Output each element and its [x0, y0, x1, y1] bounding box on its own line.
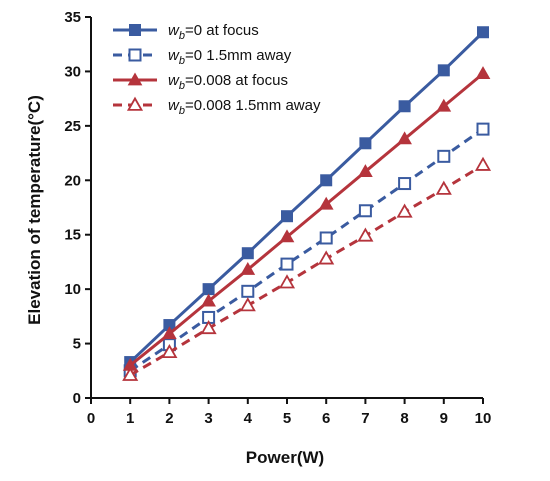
data-point [357, 227, 374, 242]
data-point [318, 250, 335, 265]
data-point [398, 177, 412, 191]
data-point [320, 174, 333, 187]
data-point [397, 131, 412, 145]
x-tick-label: 3 [204, 410, 212, 427]
data-point [281, 210, 293, 223]
y-axis-title: Elevation of temperature(°C) [25, 95, 44, 325]
data-point [318, 196, 334, 210]
series-2 [123, 122, 490, 378]
data-point [319, 231, 333, 245]
data-point [241, 247, 254, 260]
legend-label: wb=0 at focus [168, 22, 259, 42]
legend-label: wb=0.008 1.5mm away [168, 97, 321, 117]
data-point [240, 262, 256, 275]
data-point [437, 149, 451, 163]
data-point [359, 137, 372, 150]
data-point [280, 257, 294, 271]
x-tick-label: 10 [475, 410, 492, 427]
series-layer [122, 26, 492, 381]
legend-label: wb=0 1.5mm away [168, 47, 292, 67]
series-line [129, 163, 484, 377]
y-tick-label: 20 [64, 172, 81, 189]
data-point [279, 229, 295, 243]
legend-item-1: wb=0 at focus [113, 22, 259, 42]
y-tick-label: 35 [64, 9, 81, 26]
legend-marker [126, 96, 144, 111]
x-tick-label: 8 [400, 410, 408, 427]
data-point [239, 297, 256, 312]
x-tick-label: 0 [87, 410, 95, 427]
x-tick-label: 7 [361, 410, 369, 427]
y-tick-label: 25 [64, 118, 81, 135]
legend-marker [129, 24, 141, 36]
data-point [358, 204, 372, 218]
legend: wb=0 at focus wb=0 1.5mm away wb=0.008 at … [113, 22, 321, 117]
x-axis-title: Power(W) [246, 448, 324, 467]
legend-item-4: wb=0.008 1.5mm away [113, 96, 321, 117]
y-tick-label: 0 [73, 390, 81, 407]
y-tick-label: 15 [64, 227, 81, 244]
data-point [398, 100, 411, 113]
data-point [200, 320, 217, 335]
series-4 [122, 156, 492, 381]
series-line [129, 127, 484, 373]
data-point [161, 343, 178, 359]
data-point [436, 98, 452, 112]
data-point [241, 284, 255, 298]
series-1 [124, 26, 489, 369]
y-tick-label: 10 [64, 281, 81, 298]
legend-label: wb=0.008 at focus [168, 72, 288, 92]
data-point [437, 64, 450, 77]
y-tick-label: 5 [73, 336, 81, 353]
series-line [129, 31, 485, 364]
x-tick-label: 5 [283, 410, 291, 427]
x-tick-label: 4 [244, 410, 253, 427]
data-point [474, 156, 492, 171]
data-point [122, 366, 139, 381]
data-point [162, 326, 177, 340]
data-point [202, 283, 215, 296]
legend-item-3: wb=0.008 at focus [113, 72, 288, 92]
data-point [396, 203, 413, 218]
x-tick-label: 1 [126, 410, 134, 427]
data-point [476, 122, 490, 136]
x-tick-label: 2 [165, 410, 173, 427]
y-tick-label: 30 [64, 63, 81, 80]
axes: 0 5 10 15 20 25 30 35 0 1 2 3 4 5 6 7 8 9 10 [64, 9, 491, 427]
x-tick-label: 6 [322, 410, 330, 427]
data-point [358, 164, 373, 177]
data-point [477, 26, 489, 39]
legend-marker [128, 48, 142, 62]
series-line [129, 72, 484, 367]
data-point [475, 66, 491, 79]
data-point [201, 293, 216, 307]
data-point [278, 274, 296, 289]
x-tick-label: 9 [440, 410, 448, 427]
legend-marker [127, 72, 143, 86]
series-3 [122, 66, 491, 371]
data-point [435, 180, 452, 195]
legend-item-2: wb=0 1.5mm away [113, 47, 292, 67]
